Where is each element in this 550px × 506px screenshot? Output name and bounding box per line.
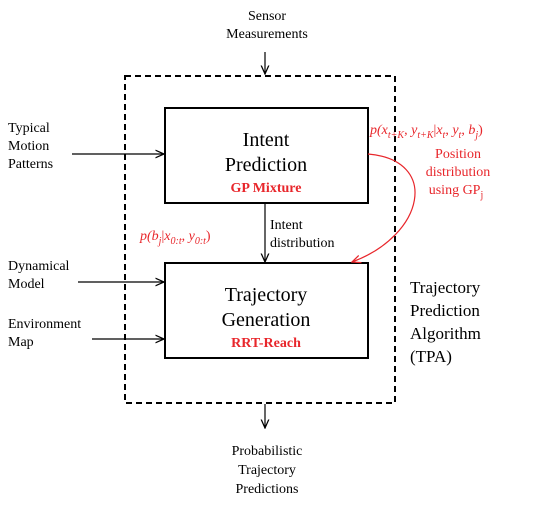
label-line: Model — [8, 277, 45, 292]
box-title: Trajectory — [225, 284, 308, 306]
formula-part: y — [409, 123, 418, 138]
position-arrow — [352, 153, 416, 262]
intent-box-text: Intent Prediction GP Mixture — [225, 129, 307, 196]
formula-part: , — [461, 123, 468, 138]
formula-part: y — [187, 229, 196, 244]
formula-part: x — [435, 123, 443, 138]
label-line: Trajectory — [410, 278, 481, 297]
formula-part: p( — [139, 229, 153, 244]
label-line: Algorithm — [410, 324, 481, 343]
box-method: RRT-Reach — [231, 336, 301, 351]
label-line: distribution — [270, 236, 335, 251]
trajectory-box-text: Trajectory Generation RRT-Reach — [222, 284, 311, 351]
label-line: Patterns — [8, 157, 53, 172]
formula-part: | — [434, 123, 437, 138]
trajectory-box — [164, 262, 369, 359]
position-formula: p(xt+K, yt+K|xt, yt, bj) — [369, 123, 483, 141]
algorithm-label: Trajectory Prediction Algorithm (TPA) — [410, 278, 481, 366]
formula-part: x — [163, 229, 171, 244]
sensor-label: Sensor Measurements — [226, 9, 308, 42]
label-line: Probabilistic — [232, 444, 303, 459]
label-line: Trajectory — [238, 463, 296, 478]
arrows — [72, 52, 265, 428]
motion-label: Typical Motion Patterns — [8, 121, 53, 172]
formula-subscript: t — [459, 130, 462, 141]
label-line: Prediction — [410, 301, 480, 320]
note-text: using GP — [429, 183, 481, 198]
output-label: Probabilistic Trajectory Predictions — [232, 444, 303, 497]
environment-label: Environment Map — [8, 317, 81, 350]
label-line: Sensor — [248, 9, 286, 24]
formula-part: ) — [206, 229, 211, 244]
label-line: (TPA) — [410, 347, 452, 366]
formula-subscript: t — [443, 130, 446, 141]
dynamical-label: Dynamical Model — [8, 259, 70, 292]
formula-part: , — [404, 123, 411, 138]
box-method: GP Mixture — [231, 181, 302, 196]
intent-formula: p(bj|x0:t, y0:t) — [139, 229, 211, 247]
formula-part: , — [445, 123, 452, 138]
formula-part: , — [182, 229, 189, 244]
formula-subscript: 0:t — [195, 236, 206, 247]
box-title: Prediction — [225, 154, 307, 176]
label-line: Intent — [270, 218, 303, 233]
note-line: distribution — [426, 165, 491, 180]
formula-part: b — [468, 123, 475, 138]
formula-subscript: j — [473, 130, 478, 141]
formula-subscript: t+K — [388, 130, 406, 141]
box-title: Generation — [222, 309, 311, 331]
formula-subscript: j — [157, 236, 162, 247]
formula-part: | — [161, 229, 164, 244]
note-subscript: j — [479, 190, 483, 201]
label-line: Motion — [8, 139, 49, 154]
formula-part: ) — [478, 123, 483, 138]
box-title: Intent — [243, 129, 290, 151]
label-line: Dynamical — [8, 259, 70, 274]
label-line: Environment — [8, 317, 81, 332]
formula-part: b — [152, 229, 159, 244]
label-line: Measurements — [226, 27, 308, 42]
algorithm-boundary — [124, 75, 396, 404]
note-line: Position — [435, 147, 481, 162]
label-line: Typical — [8, 121, 50, 136]
intent-link-label: Intent distribution — [270, 218, 335, 251]
label-line: Predictions — [236, 482, 299, 497]
formula-part: p( — [369, 123, 383, 138]
intent-box — [164, 107, 369, 204]
formula-subscript: t+K — [417, 130, 435, 141]
formula-part: x — [381, 123, 389, 138]
note-line: using GPj — [429, 183, 484, 201]
formula-part: y — [450, 123, 459, 138]
position-note: Position distribution using GPj — [426, 147, 491, 201]
formula-subscript: 0:t — [170, 236, 181, 247]
label-line: Map — [8, 335, 34, 350]
